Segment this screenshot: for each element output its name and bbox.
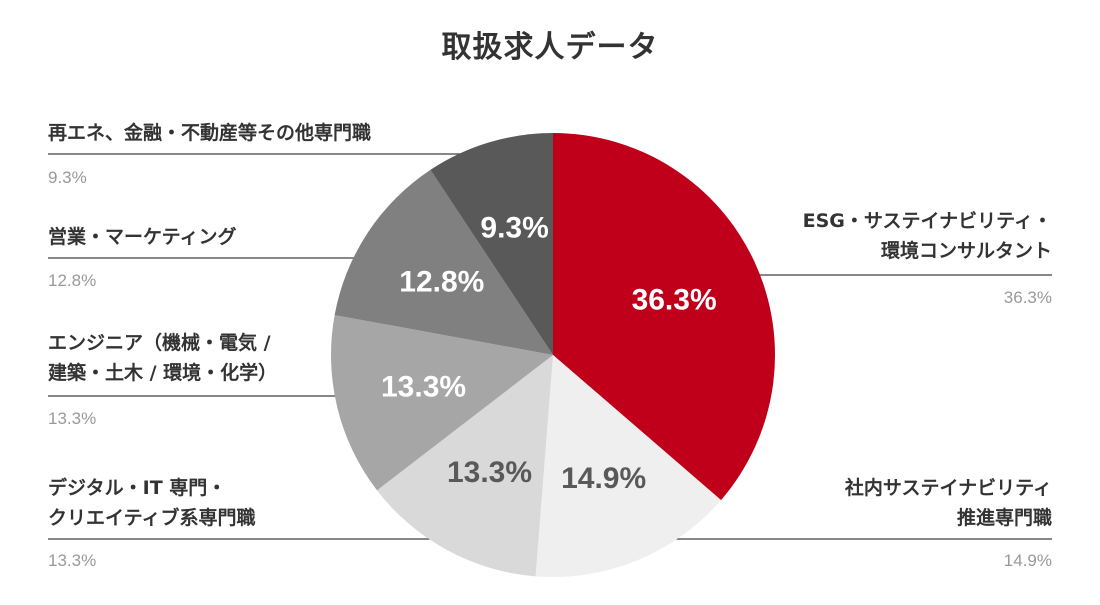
slice-label-engineer: 13.3% xyxy=(381,370,466,403)
category-label-engineer: エンジニア（機械・電気 / 建築・土木 / 環境・化学） xyxy=(48,332,278,384)
chart-title: 取扱求人データ xyxy=(441,30,659,65)
pie-slice-digital xyxy=(377,355,553,577)
category-percent-esg: 36.3% xyxy=(1003,288,1052,307)
slice-label-other: 9.3% xyxy=(480,211,548,244)
pie-slice-internal xyxy=(535,355,722,577)
pie-slice-other xyxy=(430,133,553,355)
pie-slice-sales xyxy=(334,169,553,355)
slice-label-sales: 12.8% xyxy=(399,266,484,299)
category-label-esg: ESG・サステイナビリティ・ 環境コンサルタント xyxy=(802,210,1052,262)
pie-slice-esg xyxy=(553,133,775,501)
category-label-sales: 営業・マーケティング xyxy=(48,226,237,248)
slice-label-esg: 36.3% xyxy=(632,284,717,317)
category-label-other: 再エネ、金融・不動産等その他専門職 xyxy=(48,122,372,144)
pie-slice-engineer xyxy=(330,315,553,491)
category-percent-other: 9.3% xyxy=(48,168,87,187)
category-percent-internal: 14.9% xyxy=(1003,551,1052,570)
slice-label-internal: 14.9% xyxy=(561,462,646,495)
category-percent-digital: 13.3% xyxy=(48,551,97,570)
slice-label-digital: 13.3% xyxy=(447,456,532,489)
category-percent-sales: 12.8% xyxy=(48,271,97,290)
category-percent-engineer: 13.3% xyxy=(48,409,97,428)
category-label-internal: 社内サステイナビリティ 推進専門職 xyxy=(844,477,1052,529)
category-label-digital: デジタル・IT 専門・ クリエイティブ系専門職 xyxy=(48,477,256,529)
